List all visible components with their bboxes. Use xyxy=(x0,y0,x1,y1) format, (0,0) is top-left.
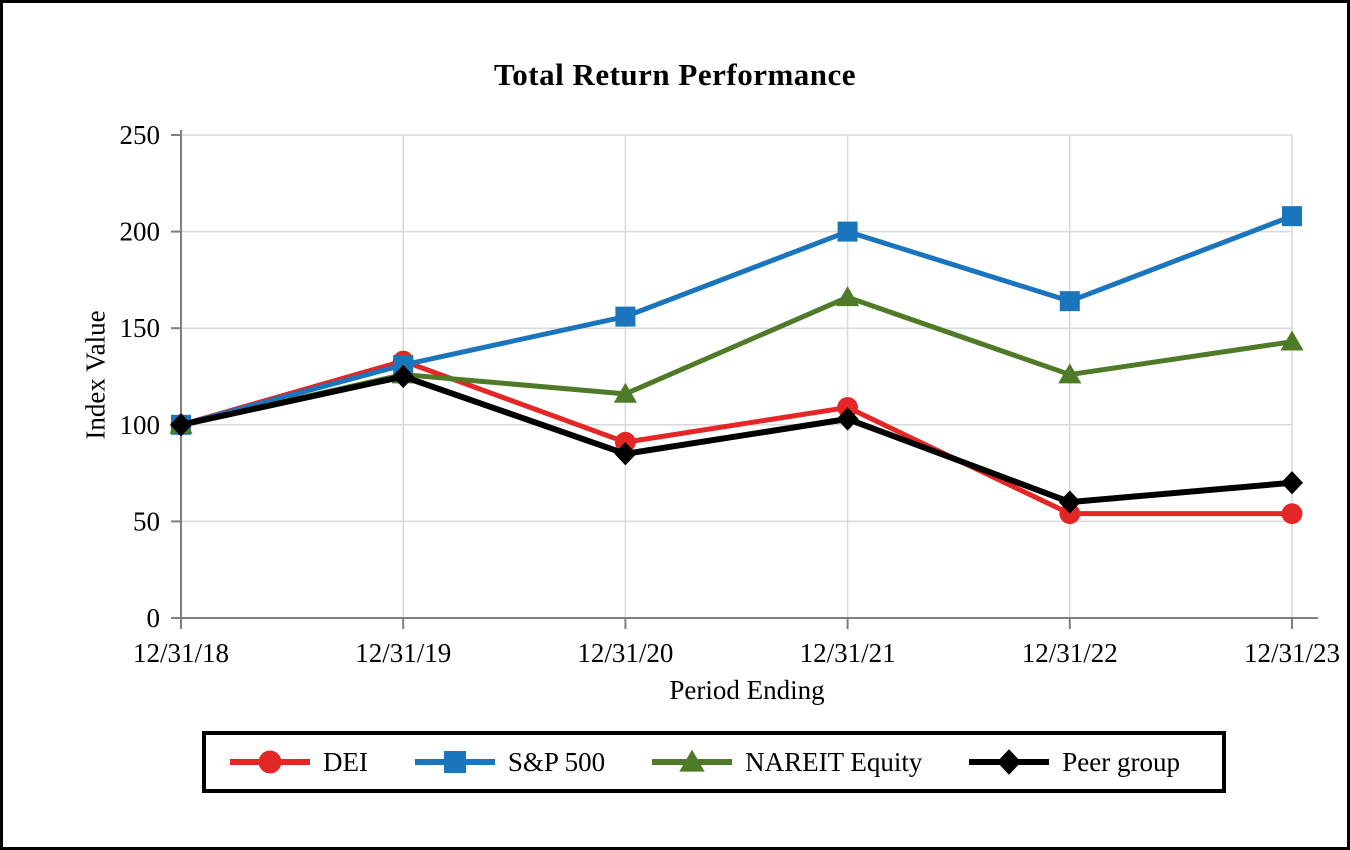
legend: DEI S&P 500 NAREIT Equity Peer group xyxy=(202,731,1226,793)
data-point-2-3 xyxy=(836,286,860,307)
y-tick-label-150: 150 xyxy=(120,313,161,343)
legend-marker-shape xyxy=(443,751,466,773)
legend-item-2: NAREIT Equity xyxy=(652,747,922,778)
legend-label: S&P 500 xyxy=(507,746,606,777)
line-chart-plot-area: 0 50 100 150 200 250 12/31/18 12/31/19 12/31/20 1… xyxy=(120,120,1341,668)
data-point-2-2 xyxy=(613,382,637,403)
y-tick-label-100: 100 xyxy=(120,410,161,440)
series-markers-1 xyxy=(171,206,1302,435)
legend-marker-shape xyxy=(258,750,282,774)
data-point-3-5 xyxy=(1281,471,1303,495)
y-tick-label-0: 0 xyxy=(147,603,161,633)
x-axis-title: Period Ending xyxy=(669,675,825,705)
data-point-3-2 xyxy=(614,442,637,466)
legend-label: DEI xyxy=(323,746,368,777)
y-tick-label-50: 50 xyxy=(133,506,160,536)
data-point-1-2 xyxy=(615,306,636,327)
data-point-2-5 xyxy=(1280,330,1304,351)
data-point-1-3 xyxy=(837,221,858,242)
series-line-2 xyxy=(178,294,1295,428)
data-point-3-3 xyxy=(836,407,859,431)
data-point-2-4 xyxy=(1058,363,1082,384)
x-tick-label-4: 12/31/22 xyxy=(1022,638,1118,668)
x-tick-label-3: 12/31/21 xyxy=(800,638,896,668)
legend-marker-circle-icon xyxy=(230,750,310,774)
x-tick-label-0: 12/31/18 xyxy=(133,638,229,668)
series-markers-2 xyxy=(169,286,1304,434)
x-tick-label-2: 12/31/20 xyxy=(577,638,673,668)
legend-marker-shape xyxy=(679,749,705,772)
series-line-1 xyxy=(178,213,1295,428)
series-line-0 xyxy=(178,358,1295,517)
chart-title: Total Return Performance xyxy=(493,57,857,92)
data-point-0-5 xyxy=(1281,503,1303,525)
legend-marker-shape xyxy=(997,749,1022,775)
legend-label: Peer group xyxy=(1062,746,1180,777)
legend-item-0: DEI xyxy=(230,747,368,778)
legend-marker-triangle-icon xyxy=(652,749,733,772)
y-tick-label-200: 200 xyxy=(120,217,161,247)
x-tick-label-5: 12/31/23 xyxy=(1244,638,1340,668)
legend-item-1: S&P 500 xyxy=(414,746,606,778)
data-point-3-4 xyxy=(1058,490,1081,514)
data-point-1-4 xyxy=(1059,291,1080,312)
data-point-1-5 xyxy=(1282,206,1302,227)
x-tick-label-1: 12/31/19 xyxy=(355,638,451,668)
legend-label: NAREIT Equity xyxy=(745,746,923,777)
data-point-3-0 xyxy=(170,413,192,437)
series-line-3 xyxy=(178,373,1295,506)
series-markers-3 xyxy=(170,364,1303,514)
legend-marker-square-icon xyxy=(414,751,495,773)
y-tick-label-250: 250 xyxy=(120,120,161,150)
legend-item-3: Peer group xyxy=(969,747,1180,778)
legend-marker-diamond-icon xyxy=(969,749,1050,775)
data-point-3-1 xyxy=(392,364,415,389)
